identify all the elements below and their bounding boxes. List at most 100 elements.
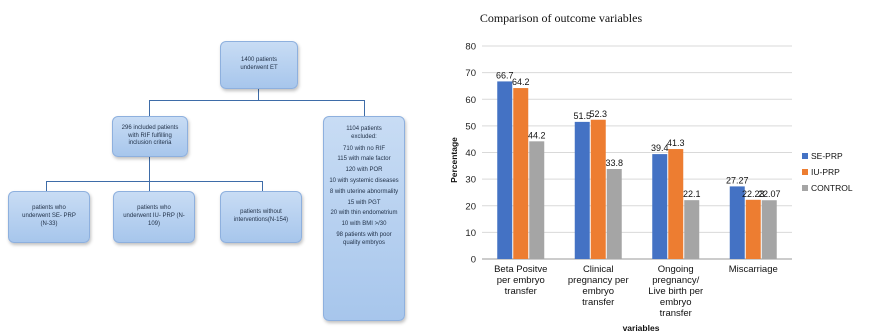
bar [606,169,622,259]
bar [513,88,529,259]
connector-to-group-se [46,181,47,191]
excluded-title-1: 1104 patients [346,126,382,132]
y-tick-label: 10 [465,228,476,239]
excluded-item: 10 with BMI >/30 [341,221,387,228]
group-control-box: patients without interventions(N-154) [220,191,302,243]
group-iu-line-2: underwent IU- PRP (N- [123,213,185,220]
bar [574,121,590,259]
data-label: 22.07 [758,189,781,199]
y-tick-label: 20 [465,201,476,212]
data-label: 22.23 [742,189,765,199]
outcome-bar-chart: 66.7 64.2 44.2 51.5 52.3 33.8 39.4 41.3 22.1 27.2… [420,0,874,333]
connector-top-horizontal [149,100,364,101]
category-label-line: embryo [660,297,692,308]
group-iu-prp-box: patients who underwent IU- PRP (N- 109) [113,191,195,243]
group-control-line-2: interventions(N-154) [233,217,289,223]
group-se-prp-box: patients who underwent SE- PRP (N-33) [8,191,90,243]
legend: SE-PRP IU-PRP CONTROL [802,151,853,193]
bar [761,200,777,259]
y-tick-label: 0 [471,255,476,266]
bar [729,186,745,259]
y-tick-label: 60 [465,95,476,106]
excluded-box: 1104 patients excluded: 710 with no RIF … [323,116,405,321]
root-line-1: 1400 patients [240,57,278,64]
category-label-line: per embryo [497,275,545,286]
category-label: Clinical pregnancy per embryo transfer [568,264,629,308]
data-labels: 66.764.2 44.2 51.552.3 33.8 39.441.3 22.1 27.2… [496,70,781,199]
category-label-line: transfer [505,286,537,297]
category-label-line: Clinical [583,264,614,275]
excluded-item: 120 with POR [345,167,383,174]
category-label-line: Live birth per [648,286,703,297]
excluded-item: 115 with male factor [337,156,391,163]
category-label-line: transfer [582,297,614,308]
included-line-1: 296 included patients [121,124,179,131]
connector-included-down [149,157,150,182]
excluded-title-2: excluded: [351,133,377,140]
bars [497,81,777,259]
group-control-line-1: patients without [240,209,282,216]
y-tick-label: 50 [465,121,476,132]
excluded-item: 20 with thin endometrium [330,210,398,217]
data-label: 66.7 [496,70,514,80]
connector-to-group-control [262,181,263,191]
data-label: 44.2 [528,130,546,140]
category-label-line: transfer [660,308,692,319]
data-label: 33.8 [605,158,623,168]
data-label: 41.3 [667,138,685,148]
group-iu-line-3: 109) [147,220,160,227]
y-tick-label: 40 [465,148,476,159]
y-tick-label: 30 [465,175,476,186]
group-se-line-3: (N-33) [40,220,58,227]
root-box: 1400 patients underwent ET [220,41,298,89]
included-box: 296 included patients with RIF fulfillin… [112,116,188,157]
category-label: Beta Positve per embryo transfer [494,264,547,297]
category-label-line: pregnancy per [568,275,629,286]
legend-label: CONTROL [811,183,853,193]
connector-groups-horizontal [46,181,262,182]
y-axis-label: Percentage [449,137,459,183]
category-label-line: Beta Positve [494,264,547,275]
bar [529,141,545,259]
bar [745,199,761,259]
bar [668,149,684,259]
excluded-item: 98 patients with poor quality embryos [336,231,392,246]
y-tick-label: 70 [465,68,476,79]
category-label-line: pregnancy/ [652,275,699,286]
bar [652,154,668,259]
data-label: 22.1 [683,189,701,199]
patient-flow-diagram: 1400 patients underwent ET 296 included … [0,0,420,333]
bar [497,81,513,259]
x-axis-label: variables [623,323,660,333]
y-ticks: 0 10 20 30 40 50 60 70 80 [465,42,476,266]
excluded-item: 8 with uterine abnormality [329,188,399,195]
excluded-item: 15 with PGT [347,199,381,206]
legend-swatch [802,153,808,159]
group-se-line-2: underwent SE- PRP [22,213,76,220]
data-label: 39.4 [651,143,669,153]
category-label-line: Miscarriage [729,264,778,275]
y-tick-label: 80 [465,42,476,53]
data-label: 27.27 [726,175,749,185]
excluded-item: 10 with systemic diseases [329,177,399,184]
connector-to-included [149,100,150,116]
data-label: 52.3 [589,109,607,119]
legend-swatch [802,185,808,191]
data-label: 51.5 [573,111,591,121]
root-line-2: underwent ET [240,65,278,71]
bar [684,200,700,259]
connector-to-group-iu [149,181,150,191]
category-label: Miscarriage [729,264,778,275]
bar [590,119,606,259]
included-line-3: inclusion criteria [128,140,172,147]
legend-swatch [802,169,808,175]
connector-to-excluded [364,100,365,116]
data-label: 64.2 [512,77,530,87]
category-label: Ongoing pregnancy/Live birth per embryo tra… [648,264,703,319]
legend-label: IU-PRP [811,167,840,177]
group-iu-line-1: patients who [137,205,171,212]
connector-root-down [258,89,259,100]
excluded-item: 710 with no RIF [342,145,386,152]
category-label-line: embryo [582,286,614,297]
